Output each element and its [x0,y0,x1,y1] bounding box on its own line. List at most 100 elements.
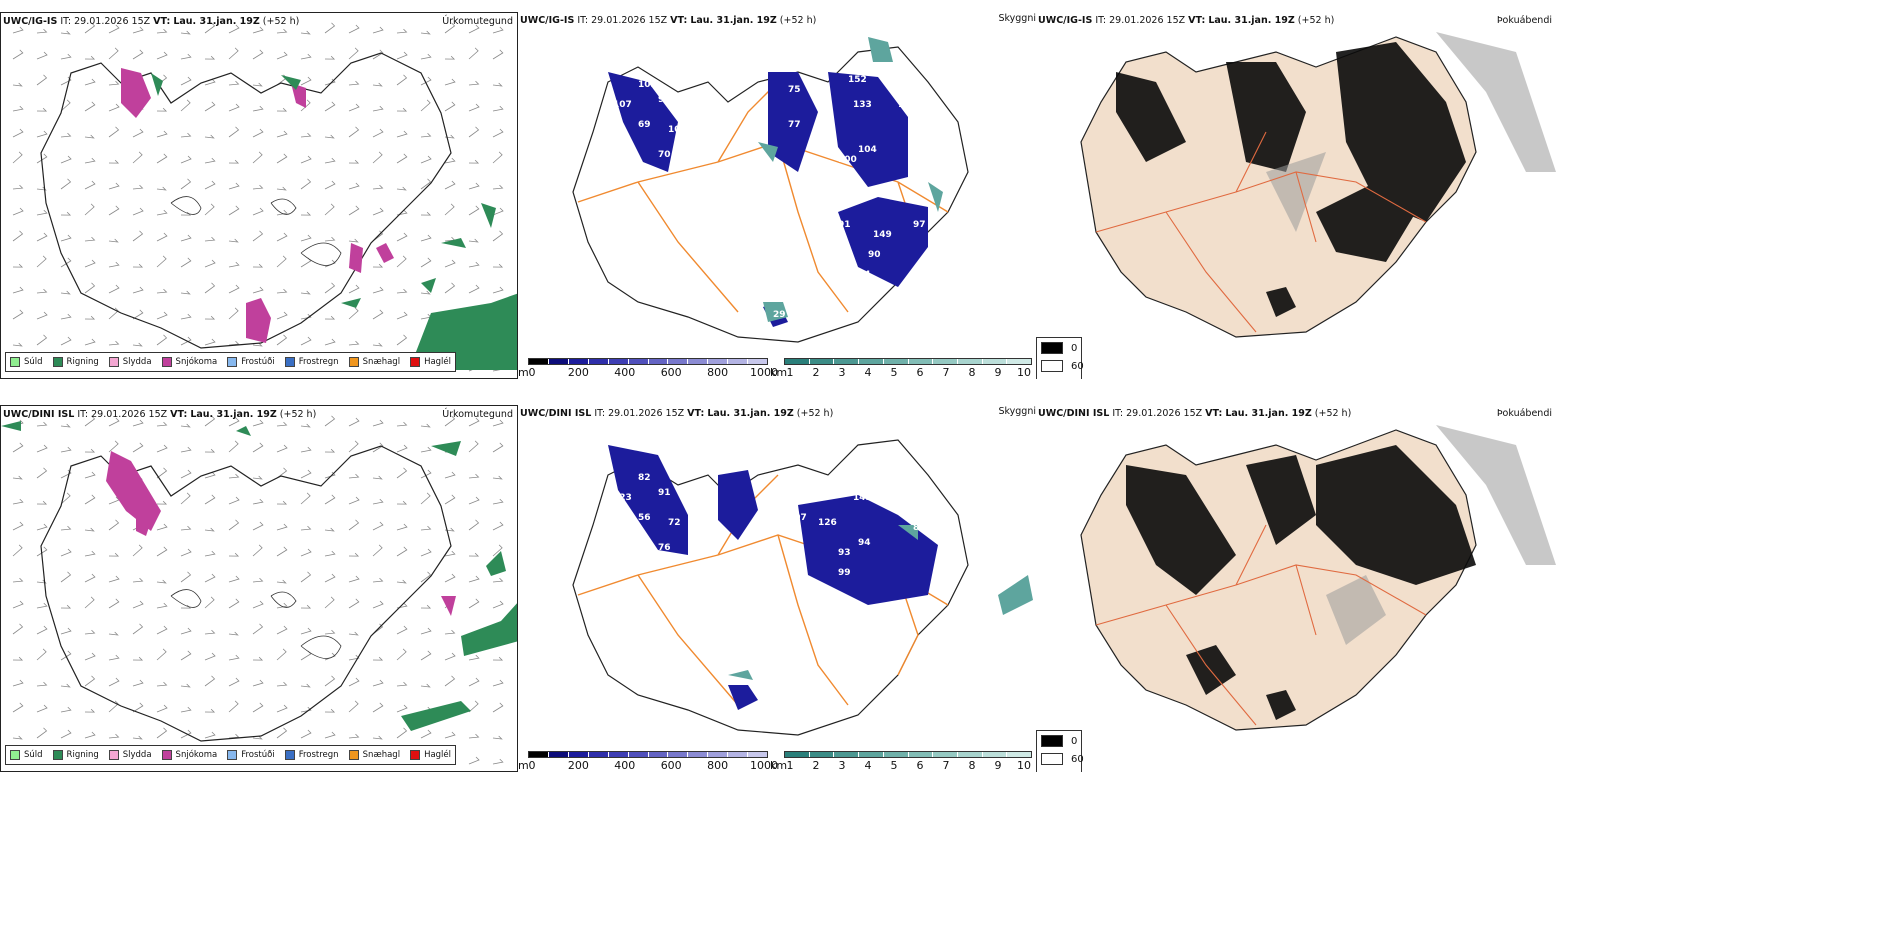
legend-swatch [108,750,119,760]
wind-barb [420,211,432,216]
wind-barb [228,284,240,294]
snow-area [121,68,394,343]
wind-barb [492,419,504,427]
legend-swatch [227,357,238,367]
wind-barb [204,629,216,635]
wind-barb [228,159,240,164]
wind-barb [60,548,72,557]
wind-barb [468,159,480,164]
wind-barb [324,180,336,190]
wind-barb [156,648,167,661]
wind-barb [252,128,264,138]
wind-barb [84,471,96,479]
wind-barb [276,311,288,320]
visibility-value-label: 129 [698,563,717,573]
wind-barb [348,159,360,164]
visibility-value-label: 105 [638,80,657,90]
wind-barb [12,286,24,294]
wind-barb [348,182,360,190]
wind-barb [204,236,216,242]
visibility-unit: km [770,759,788,772]
wind-barb [396,444,408,453]
wind-barb [204,259,216,268]
wind-barb [36,288,48,294]
wind-barb [36,186,47,191]
wind-barb [396,288,408,294]
legend-swatch [161,357,172,367]
iceland-outline [40,52,452,349]
colorbar-tick: 400 [614,366,636,379]
legend-label: Súld [24,750,43,760]
wind-barb [324,101,336,112]
wind-barb [84,180,96,190]
wind-barb [132,656,144,661]
wind-barb [492,105,504,112]
wind-barb [60,492,71,505]
wind-barb [492,475,503,480]
wind-barb [204,203,215,216]
wind-barb [252,544,263,557]
wind-barb [492,600,504,609]
precip-legend: Súld Rigning Slydda Snjókoma Frostúði Frostre… [5,352,457,372]
wind-barb [108,24,120,34]
wind-barb [156,421,168,427]
wind-barb [180,30,191,35]
visibility-value-label: 101 [668,125,687,135]
wind-barb [348,733,360,739]
wind-barb [12,735,23,740]
visibility-value-label: 107 [788,513,807,523]
colorbar-tick: 200 [567,759,589,772]
wind-barb [60,76,72,86]
wind-barb [324,494,336,505]
fog-legend: 0 60 [1036,337,1084,379]
wind-barb [420,469,432,479]
wind-barb [396,28,408,34]
wind-barb [36,500,48,505]
wind-barb [444,203,455,216]
wind-barb [252,263,264,268]
wind-barb [396,704,408,713]
wind-barb [180,469,192,479]
wind-barb [420,234,432,242]
wind-barb [300,211,312,216]
wind-barb [396,51,408,60]
wind-barb [36,255,47,268]
wind-barb [84,652,96,661]
wind-barb [300,446,312,453]
colorbar-tick: 3 [838,759,846,772]
wind-barb [108,340,120,346]
wind-barb [12,207,24,216]
wind-barb [276,579,287,584]
wind-barb [276,51,288,60]
wind-barb [180,313,192,320]
fog-legend: 0 60 [1036,730,1084,772]
wind-barb [324,550,336,557]
wind-barb [372,309,384,320]
colorbar-tick: 1 [786,366,794,379]
glacier-outlines [170,589,342,659]
wind-barb [156,625,168,635]
wind-barb [60,446,72,453]
wind-barb [300,706,312,713]
wind-barb [420,525,432,531]
visibility-title: Skyggni [998,406,1036,417]
wind-barb [108,575,120,583]
visibility-value-label: 56 [638,513,651,523]
wind-barb [36,421,48,427]
wind-barb [180,423,191,428]
wind-barb [108,80,120,86]
wind-barb [252,600,264,609]
colorbar-tick: 0 [528,366,536,379]
wind-barb [180,627,192,635]
wind-barb [60,132,72,138]
wind-barb [468,519,480,531]
wind-barb [228,126,240,138]
visibility-value-label: 181 [693,195,712,205]
wind-barb [12,230,24,242]
wind-barb [300,492,311,505]
wind-barb [228,677,240,687]
wind-barb [84,78,96,86]
colorbar-tick: 600 [660,366,682,379]
wind-barb [300,423,311,428]
wind-barb [444,675,456,687]
